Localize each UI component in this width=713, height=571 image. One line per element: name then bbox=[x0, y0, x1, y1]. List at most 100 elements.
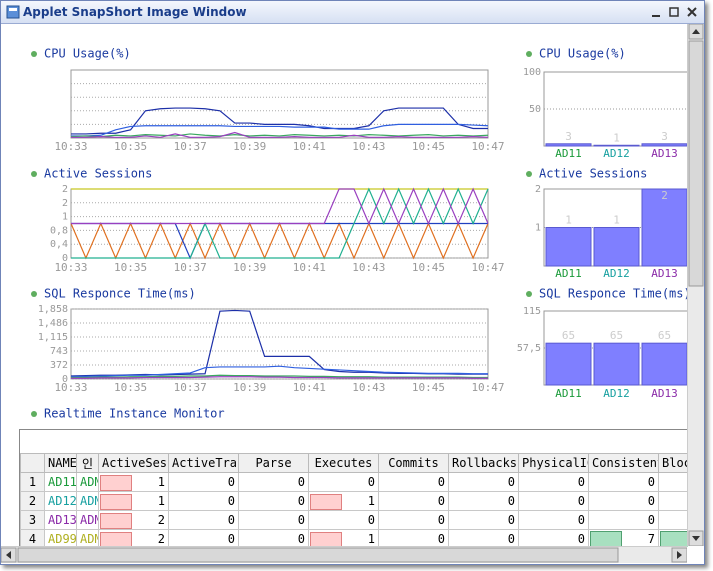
highlight-box bbox=[310, 532, 342, 547]
horizontal-scrollbar[interactable] bbox=[1, 546, 688, 563]
table-cell: 0 bbox=[518, 472, 589, 492]
x-tick-label: AD11 bbox=[555, 387, 582, 400]
y-tick-label: 743 bbox=[50, 346, 68, 357]
table-cell: 0 bbox=[308, 472, 379, 492]
bar bbox=[545, 143, 592, 147]
y-tick-label: 0 bbox=[62, 374, 68, 385]
value-label: 1 bbox=[613, 131, 620, 144]
table-row: 3AD13ADM20000000 bbox=[20, 510, 688, 530]
series-line bbox=[71, 376, 488, 379]
table-cell: 0 bbox=[308, 510, 379, 530]
table-cell: 4 bbox=[20, 529, 45, 547]
plot-area bbox=[70, 308, 489, 380]
table-row: 4AD99ADM20010007 bbox=[20, 529, 688, 547]
column-header: PhysicalIO bbox=[518, 453, 589, 473]
x-tick-label: AD13 bbox=[651, 387, 678, 400]
table-cell: 3 bbox=[20, 510, 45, 530]
bar bbox=[593, 342, 640, 386]
column-header: Commits bbox=[378, 453, 449, 473]
y-tick-label: 50 bbox=[529, 104, 541, 115]
y-tick-label: 1,486 bbox=[38, 318, 68, 329]
x-tick-label: AD13 bbox=[651, 267, 678, 280]
x-tick-label: 10:33 bbox=[54, 140, 87, 153]
header-row: NAME인ActiveSessiActiveTransParseExecutes… bbox=[20, 453, 688, 473]
y-tick-label: 57,5 bbox=[517, 343, 541, 354]
section-title: Active Sessions bbox=[44, 167, 152, 181]
section-title: Realtime Instance Monitor bbox=[44, 407, 225, 421]
table-cell: AD99 bbox=[44, 529, 77, 547]
table-cell bbox=[658, 510, 688, 530]
x-tick-label: 10:39 bbox=[233, 381, 266, 394]
y-tick-label: 1,115 bbox=[38, 332, 68, 343]
cell-value: 1 bbox=[367, 532, 375, 546]
app-icon bbox=[6, 5, 20, 19]
highlight-box bbox=[660, 531, 688, 547]
vertical-scrollbar[interactable] bbox=[687, 23, 704, 547]
cell-value: 2 bbox=[157, 513, 165, 527]
series-line bbox=[71, 123, 489, 137]
table-cell: AD12 bbox=[44, 491, 77, 511]
x-tick-label: 10:35 bbox=[114, 261, 147, 274]
bullet bbox=[31, 51, 37, 57]
table-cell: 0 bbox=[588, 491, 659, 511]
cell-value: 1 bbox=[157, 475, 165, 489]
highlight-box bbox=[590, 531, 622, 547]
table-cell: 0 bbox=[378, 529, 449, 547]
table-cell: 0 bbox=[378, 491, 449, 511]
x-tick-label: 10:43 bbox=[352, 140, 385, 153]
table-cell: 0 bbox=[448, 529, 519, 547]
table-cell: ADM bbox=[76, 529, 99, 547]
y-tick-label: 1,858 bbox=[38, 304, 68, 315]
table-cell: 2 bbox=[20, 491, 45, 511]
table: NAME인ActiveSessiActiveTransParseExecutes… bbox=[20, 453, 688, 547]
title-bar: Applet SnapShort Image Window bbox=[1, 1, 704, 24]
table-cell: 0 bbox=[588, 472, 659, 492]
table-cell: 0 bbox=[168, 472, 239, 492]
table-cell: 1 bbox=[308, 529, 379, 547]
y-tick-label: 2 bbox=[62, 184, 68, 195]
table-cell: 1 bbox=[98, 472, 169, 492]
window: Applet SnapShort Image Window CPU Usage(… bbox=[0, 0, 705, 565]
column-header: ConsistentG bbox=[588, 453, 659, 473]
table-cell: AD13 bbox=[44, 510, 77, 530]
highlight-box bbox=[100, 513, 132, 529]
x-tick-label: 10:39 bbox=[233, 261, 266, 274]
x-tick-label: 10:35 bbox=[114, 381, 147, 394]
table-cell: 0 bbox=[518, 491, 589, 511]
table-cell: 1 bbox=[20, 472, 45, 492]
bullet bbox=[526, 51, 532, 57]
x-tick-label: 10:41 bbox=[293, 381, 326, 394]
cell-value: 1 bbox=[157, 494, 165, 508]
column-header: Block bbox=[658, 453, 688, 473]
table-cell: 1 bbox=[98, 491, 169, 511]
table-cell: 0 bbox=[238, 491, 309, 511]
x-tick-label: 10:47 bbox=[471, 140, 504, 153]
x-tick-label: 10:37 bbox=[174, 381, 207, 394]
window-title: Applet SnapShort Image Window bbox=[23, 5, 247, 19]
table-cell: AD11 bbox=[44, 472, 77, 492]
y-tick-label: 0,8 bbox=[50, 225, 68, 236]
window-buttons[interactable] bbox=[646, 5, 705, 21]
section-title: SQL Responce Time(ms) bbox=[44, 287, 196, 301]
bar bbox=[641, 143, 687, 147]
y-tick-label: 2 bbox=[62, 198, 68, 209]
x-tick-label: 10:41 bbox=[293, 140, 326, 153]
table-cell: 0 bbox=[588, 510, 659, 530]
x-tick-label: AD11 bbox=[555, 147, 582, 160]
value-label: 3 bbox=[661, 130, 668, 143]
section-title: CPU Usage(%) bbox=[539, 47, 626, 61]
y-tick-label: 372 bbox=[50, 360, 68, 371]
bullet bbox=[526, 171, 532, 177]
table-cell: 0 bbox=[378, 510, 449, 530]
value-label: 3 bbox=[565, 130, 572, 143]
bar bbox=[641, 188, 687, 267]
table-cell bbox=[658, 529, 688, 547]
bar bbox=[641, 342, 687, 386]
highlight-box bbox=[100, 494, 132, 510]
column-header: Rollbacks bbox=[448, 453, 519, 473]
bar bbox=[545, 342, 592, 386]
column-header: ActiveTrans bbox=[168, 453, 239, 473]
x-tick-label: 10:37 bbox=[174, 261, 207, 274]
y-tick-label: 0,4 bbox=[50, 239, 68, 250]
